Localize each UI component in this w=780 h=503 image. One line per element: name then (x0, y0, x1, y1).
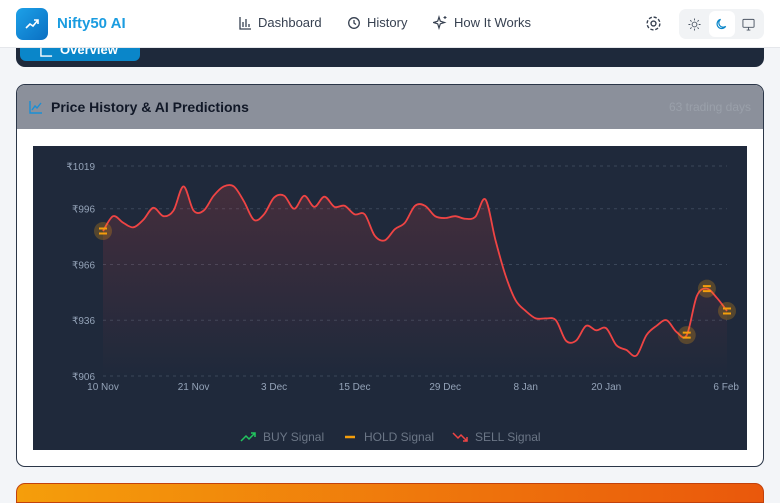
moon-icon (716, 18, 727, 29)
y-tick-label: ₹906 (72, 372, 95, 383)
brand-name: Nifty50 AI (57, 15, 126, 32)
hold-signal-icon (702, 285, 711, 293)
hold-signal-marker (697, 279, 716, 298)
price-chart: ₹906 ₹936 ₹966 ₹996 ₹1019 10 Nov 21 Nov 3 Dec 15… (33, 146, 747, 450)
trending-up-icon (25, 19, 39, 29)
trading-days-count: 63 trading days (668, 100, 751, 114)
next-card (16, 483, 764, 503)
theme-system-button[interactable] (736, 11, 762, 37)
price-history-card: Price History & AI Predictions 63 tradin… (16, 84, 764, 467)
y-tick-label: ₹996 (72, 205, 95, 216)
bar-chart-icon (239, 16, 251, 30)
x-tick-label: 20 Jan (591, 382, 621, 393)
legend-sell-label: SELL Signal (475, 430, 541, 444)
top-navbar: Nifty50 AI Dashboard History How It Work… (0, 0, 780, 48)
line-chart-icon (29, 101, 42, 114)
legend-hold-label: HOLD Signal (364, 430, 434, 444)
y-tick-label: ₹966 (72, 260, 95, 271)
sparkles-icon (433, 15, 447, 30)
theme-light-button[interactable] (682, 11, 708, 37)
nav-dashboard[interactable]: Dashboard (238, 15, 322, 30)
x-tick-label: 15 Dec (339, 382, 371, 393)
y-tick-label: ₹936 (72, 316, 95, 327)
card-header: Price History & AI Predictions 63 tradin… (17, 85, 763, 129)
sun-icon (688, 17, 701, 31)
hold-signal-marker (718, 301, 736, 320)
legend-buy-label: BUY Signal (263, 430, 324, 444)
price-line (102, 184, 728, 357)
buy-signal-icon (240, 432, 256, 442)
x-tick-label: 6 Feb (713, 382, 739, 393)
hold-signal-icon (99, 227, 107, 235)
monitor-icon (742, 18, 755, 31)
price-area (103, 184, 727, 376)
x-tick-label: 29 Dec (429, 382, 461, 393)
nav-history[interactable]: History (347, 15, 407, 30)
hold-signal-icon (682, 331, 691, 339)
x-tick-label: 3 Dec (261, 382, 287, 393)
card-title: Price History & AI Predictions (51, 99, 249, 115)
hold-signal-icon (723, 307, 731, 315)
price-chart-svg: ₹906 ₹936 ₹966 ₹996 ₹1019 10 Nov 21 Nov 3 Dec 15… (66, 162, 739, 444)
history-icon (348, 16, 360, 29)
settings-button[interactable] (645, 15, 662, 37)
theme-dark-button[interactable] (708, 11, 735, 37)
hold-signal-marker (94, 222, 112, 241)
sell-signal-icon (452, 432, 468, 442)
logo[interactable] (16, 8, 48, 40)
hold-signal-marker (677, 326, 696, 345)
x-tick-label: 21 Nov (178, 382, 210, 393)
y-tick-label: ₹1019 (66, 162, 95, 173)
overview-icon (40, 44, 53, 57)
theme-switcher (679, 9, 764, 39)
gear-icon (646, 16, 661, 31)
x-tick-label: 10 Nov (87, 382, 119, 393)
x-tick-label: 8 Jan (513, 382, 537, 393)
nav-how-it-works[interactable]: How It Works (433, 15, 531, 30)
